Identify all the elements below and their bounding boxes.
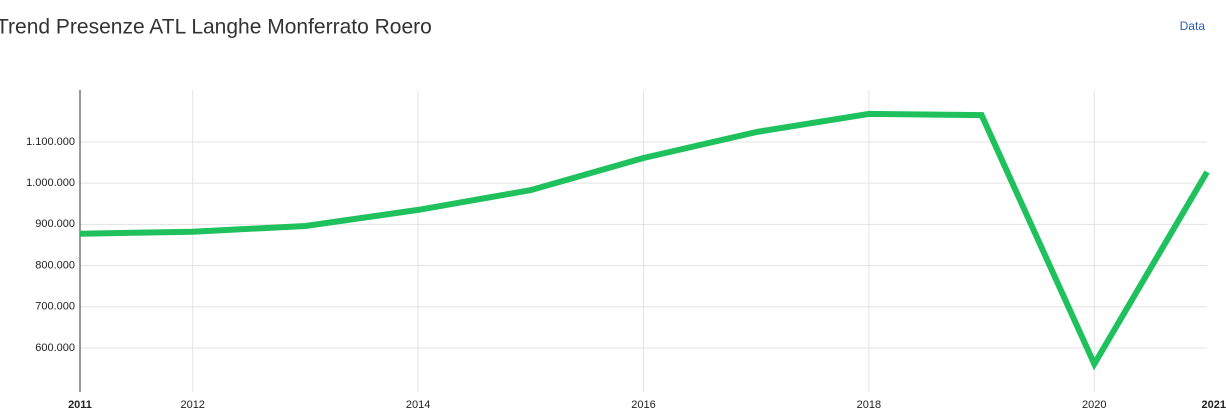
- y-tick-label: 1.100.000: [26, 136, 75, 148]
- y-tick-label: 600.000: [35, 342, 75, 354]
- data-link[interactable]: Data: [1180, 19, 1206, 33]
- chart-title: Trend Presenze ATL Langhe Monferrato Roe…: [0, 16, 432, 39]
- y-tick-label: 700.000: [35, 301, 75, 313]
- y-tick-label: 900.000: [35, 218, 75, 230]
- y-tick-label: 800.000: [35, 259, 75, 271]
- x-tick-label: 2018: [857, 399, 881, 411]
- y-tick-label: 1.000.000: [26, 177, 75, 189]
- x-tick-label: 2012: [180, 399, 204, 411]
- x-tick-label: 2021: [1202, 399, 1226, 411]
- x-tick-label: 2020: [1082, 399, 1106, 411]
- x-tick-label: 2016: [631, 399, 655, 411]
- x-tick-label: 2014: [406, 399, 430, 411]
- x-tick-label: 2011: [68, 399, 92, 411]
- line-series: [79, 110, 1210, 371]
